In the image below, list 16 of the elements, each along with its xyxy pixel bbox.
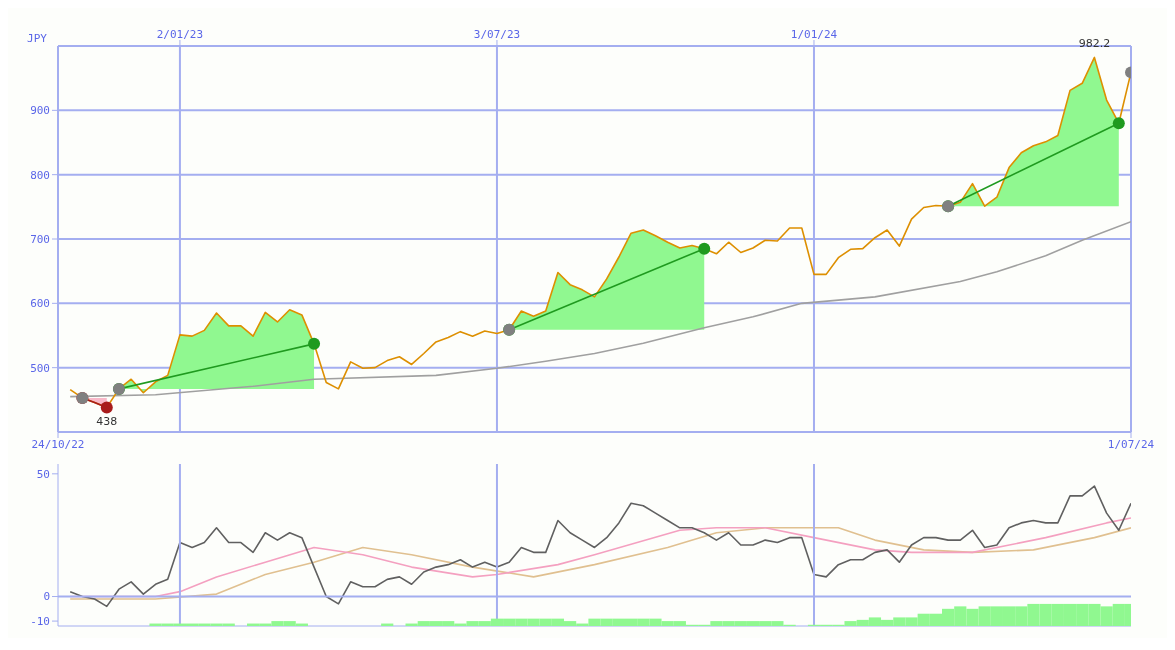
annotation: 982.2 — [1078, 37, 1111, 51]
x-tick-label: 1/07/24 — [1107, 437, 1155, 451]
y-tick-label: 500 — [30, 361, 50, 375]
y-tick-label: 900 — [30, 104, 50, 118]
y-axis-title: JPY — [27, 32, 48, 45]
x2-tick-label: 1/01/24 — [790, 28, 838, 41]
y-tick-label: 800 — [30, 168, 50, 182]
y-tick-label: 50 — [36, 467, 50, 481]
y-tick-label: 600 — [30, 297, 50, 311]
x2-tick-label: 2/01/23 — [156, 28, 204, 41]
y-tick-label: 0 — [43, 590, 50, 604]
x2-tick-label: 3/07/23 — [473, 28, 521, 41]
y-tick-label: 700 — [30, 232, 50, 246]
y-tick-label: -10 — [30, 615, 50, 628]
annotation: 438 — [96, 415, 118, 429]
x-tick-label: 24/10/22 — [31, 437, 85, 451]
